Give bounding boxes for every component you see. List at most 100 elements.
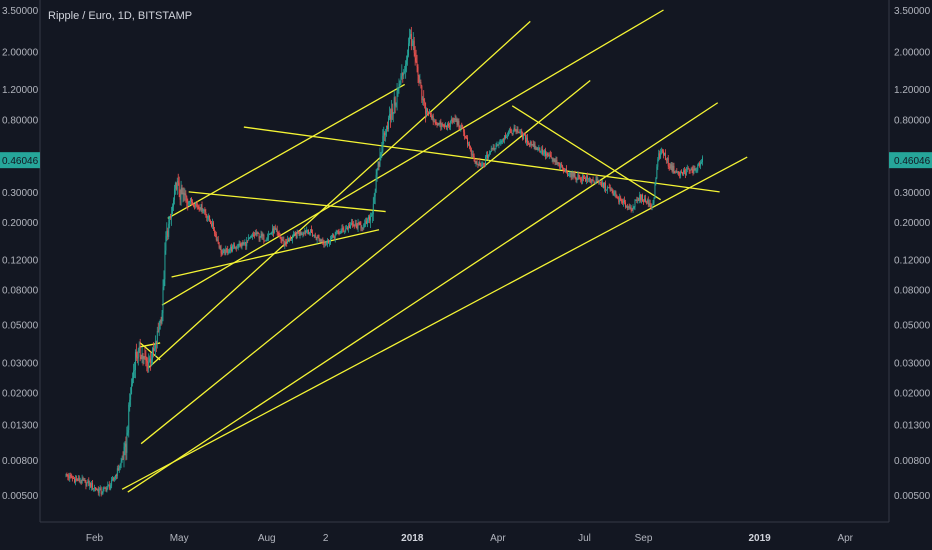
candle-body	[685, 169, 687, 175]
candle-body	[552, 157, 554, 162]
candle-body	[583, 176, 585, 179]
candle-body	[667, 158, 669, 167]
candle-body	[613, 193, 615, 196]
trendline[interactable]	[511, 105, 661, 201]
candle-body	[525, 135, 526, 142]
candle-body	[507, 131, 509, 137]
candle-body	[369, 216, 370, 221]
candle-body	[453, 118, 455, 122]
candle-body	[679, 174, 681, 176]
candle-body	[114, 478, 115, 480]
trendline[interactable]	[121, 156, 748, 490]
candle-body	[612, 190, 614, 196]
time-tick: Feb	[86, 533, 104, 544]
trendline[interactable]	[188, 191, 386, 213]
candle-body	[234, 247, 236, 249]
candle-body	[125, 443, 127, 453]
candle-body	[262, 234, 264, 237]
candle-body	[579, 176, 581, 180]
candle-body	[175, 182, 177, 190]
right-price-tick: 0.80000	[894, 115, 931, 126]
candle-body	[253, 235, 255, 237]
trendline[interactable]	[140, 342, 161, 348]
candle-body	[252, 234, 254, 236]
candle-body	[523, 134, 525, 140]
candle-body	[144, 356, 146, 358]
candle-body	[266, 239, 268, 241]
candle-body	[391, 108, 393, 115]
trendline[interactable]	[171, 229, 380, 278]
candle-body	[410, 34, 412, 46]
candle-body	[183, 192, 185, 196]
candle-body	[618, 198, 620, 203]
candle-body	[196, 204, 198, 206]
candle-body	[380, 152, 382, 155]
candle-body	[481, 165, 483, 167]
candle-body	[308, 230, 310, 234]
candle-body	[113, 478, 114, 480]
candle-body	[272, 228, 274, 234]
candle-body	[624, 202, 626, 208]
candle-body	[226, 248, 228, 250]
right-price-tick: 0.03000	[894, 358, 931, 369]
trendline[interactable]	[148, 20, 531, 368]
candle-body	[452, 121, 454, 122]
trendline[interactable]	[243, 126, 720, 193]
candle-body	[557, 162, 559, 164]
candle-body	[662, 150, 663, 152]
candle-body	[417, 66, 419, 76]
trendline[interactable]	[140, 80, 591, 445]
left-price-tick: 0.00800	[2, 456, 39, 467]
candle-body	[148, 361, 150, 369]
candle-body	[177, 180, 179, 183]
candle-body	[317, 236, 319, 239]
candle-body	[80, 481, 82, 484]
candle-body	[437, 122, 439, 126]
candle-body	[457, 120, 459, 125]
candle-body	[271, 232, 272, 234]
candle-body	[154, 340, 156, 349]
candle-body	[348, 225, 349, 229]
candle-body	[396, 90, 398, 103]
candle-body	[117, 468, 119, 471]
candle-body	[546, 153, 547, 156]
candle-body	[546, 153, 548, 156]
right-price-tick: 0.08000	[894, 286, 931, 297]
time-tick: Aug	[258, 533, 276, 544]
right-price-axis[interactable]: 3.50000 2.00000 1.20000 0.80000 0.46046 0.300…	[889, 6, 932, 502]
candle-body	[376, 170, 378, 175]
time-tick: Jul	[578, 533, 591, 544]
candle-body	[571, 172, 573, 178]
left-price-axis[interactable]: 3.50000 2.00000 1.20000 0.80000 0.46046 0.300…	[0, 6, 40, 502]
left-price-tick: 3.50000	[2, 6, 39, 17]
trendline[interactable]	[161, 9, 664, 306]
candle-body	[118, 468, 120, 471]
candle-body	[672, 165, 674, 172]
candle-body	[368, 216, 369, 220]
candle-body	[455, 118, 457, 121]
candle-body	[393, 97, 395, 113]
candle-body	[643, 201, 644, 203]
candle-body	[428, 111, 429, 114]
candle-body	[499, 142, 501, 144]
time-axis[interactable]: Feb May Aug 2 2018 Apr Jul Sep 2019 Apr	[86, 533, 854, 544]
candle-body	[508, 129, 510, 132]
candle-body	[327, 240, 329, 244]
candle-body	[94, 487, 96, 490]
candle-body	[254, 233, 256, 236]
trendline[interactable]	[127, 102, 719, 493]
candle-body	[287, 238, 289, 244]
candle-body	[255, 233, 257, 235]
candle-body	[237, 247, 239, 249]
candle-body	[74, 478, 75, 483]
candle-body	[371, 214, 373, 216]
candle-body	[383, 132, 385, 136]
candle-body	[101, 493, 103, 494]
trendline[interactable]	[167, 83, 406, 219]
candle-body	[161, 313, 163, 323]
candle-body	[652, 203, 654, 205]
candle-body	[526, 137, 527, 142]
candle-body	[567, 175, 569, 176]
candle-body	[494, 148, 496, 150]
